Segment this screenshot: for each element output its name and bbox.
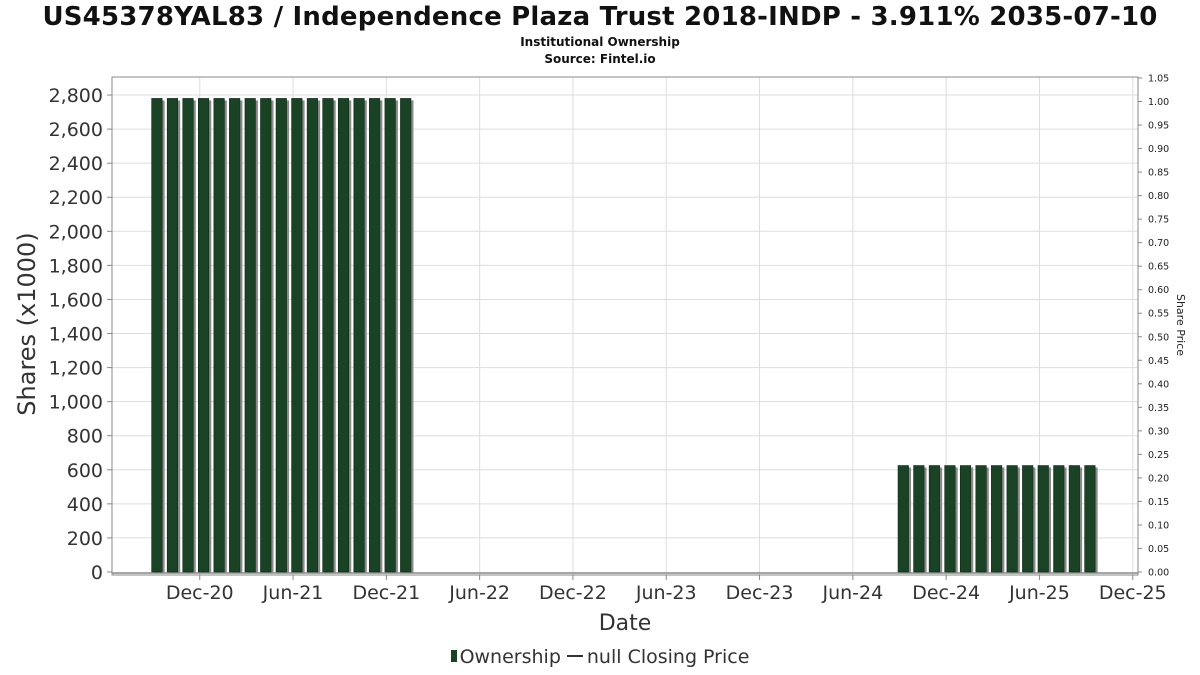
y2-tick-label: 0.00 <box>1148 568 1169 579</box>
ownership-bar <box>182 98 194 573</box>
x-axis-label: Date <box>599 611 652 636</box>
y2-tick-label: 0.70 <box>1148 238 1169 249</box>
ownership-bar <box>166 98 178 573</box>
y2-tick-label: 0.45 <box>1148 356 1169 367</box>
x-tick-label: Dec-25 <box>1099 582 1167 604</box>
ownership-bar <box>1053 465 1065 573</box>
x-tick-label: Jun-25 <box>1008 582 1070 604</box>
ownership-bar <box>1006 465 1018 573</box>
y2-tick-label: 0.05 <box>1148 544 1169 555</box>
y2-tick-label: 0.85 <box>1148 168 1169 179</box>
ownership-bar <box>913 465 925 573</box>
ownership-bar <box>306 98 318 573</box>
y2-tick-label: 0.10 <box>1148 520 1169 531</box>
ownership-bar <box>353 98 365 573</box>
ownership-bar <box>213 98 225 573</box>
x-tick-label: Dec-22 <box>539 582 607 604</box>
y2-tick-label: 0.90 <box>1148 144 1169 155</box>
y-tick-label: 1,000 <box>49 392 103 414</box>
y2-tick-label: 0.65 <box>1148 262 1169 273</box>
x-tick-label: Jun-24 <box>821 582 883 604</box>
ownership-bar <box>400 98 412 573</box>
ownership-bar <box>198 98 210 573</box>
y2-tick-label: 0.20 <box>1148 473 1169 484</box>
closing-price-legend-label: null Closing Price <box>586 646 750 668</box>
ownership-bar <box>975 465 987 573</box>
ownership-bar <box>151 98 163 573</box>
y-tick-label: 2,800 <box>49 85 103 107</box>
y-tick-label: 2,600 <box>49 119 103 141</box>
ownership-bar <box>1084 465 1096 573</box>
labels-layer: Date Shares (x1000) Share Price 0 200 400 6… <box>13 74 1187 637</box>
y-tick-label: 1,600 <box>49 289 103 311</box>
ownership-legend-swatch <box>450 650 457 662</box>
y2-axis-label: Share Price <box>1174 294 1187 356</box>
x-tick-label: Jun-23 <box>635 582 697 604</box>
ownership-bar <box>384 98 396 573</box>
ownership-bar <box>959 465 972 573</box>
axes-layer <box>111 76 1139 576</box>
y-tick-label: 2,000 <box>49 221 103 243</box>
ownership-bar <box>275 98 287 573</box>
x-tick-label: Dec-20 <box>166 582 234 604</box>
y-tick-label: 1,400 <box>49 324 103 346</box>
y2-tick-label: 0.35 <box>1148 403 1169 414</box>
y-tick-label: 2,200 <box>49 187 103 209</box>
chart-source: Source: Fintel.io <box>544 52 656 66</box>
y-tick-label: 800 <box>67 426 103 448</box>
x-tick-label: Jun-22 <box>448 582 510 604</box>
ownership-bar <box>1037 465 1049 573</box>
chart-title: US45378YAL83 / Independence Plaza Trust … <box>42 2 1158 32</box>
y2-tick-label: 0.80 <box>1148 191 1169 202</box>
y-tick-label: 400 <box>67 494 103 516</box>
y2-tick-label: 0.60 <box>1148 285 1169 296</box>
chart-subtitle: Institutional Ownership <box>520 35 680 49</box>
ownership-bar <box>322 98 334 573</box>
plot-frame <box>111 76 1139 576</box>
y2-tick-label: 0.25 <box>1148 450 1169 461</box>
ownership-bar <box>369 98 381 573</box>
x-tick-label: Dec-23 <box>726 582 794 604</box>
ownership-bar <box>291 98 303 573</box>
ownership-bar <box>897 465 909 573</box>
y2-tick-label: 0.75 <box>1148 215 1169 226</box>
legend: Ownership null Closing Price <box>0 646 1200 668</box>
y2-tick-label: 0.95 <box>1148 121 1169 132</box>
ownership-bar <box>337 98 350 573</box>
bars-layer <box>151 98 1098 573</box>
ownership-bar <box>260 98 272 573</box>
y-axis-label: Shares (x1000) <box>13 232 41 415</box>
ownership-bar <box>944 465 956 573</box>
y2-tick-label: 0.40 <box>1148 379 1169 390</box>
y2-tick-label: 1.05 <box>1148 74 1169 85</box>
y2-tick-label: 0.50 <box>1148 332 1169 343</box>
ownership-bar <box>991 465 1003 573</box>
y-tick-label: 200 <box>67 528 103 550</box>
ownership-bar <box>1068 465 1080 573</box>
ownership-bar <box>1022 465 1034 573</box>
x-tick-label: Dec-21 <box>352 582 420 604</box>
ownership-bar <box>244 98 256 573</box>
y2-tick-label: 1.00 <box>1148 97 1169 108</box>
y-tick-label: 1,200 <box>49 358 103 380</box>
x-tick-label: Dec-24 <box>912 582 980 604</box>
y-tick-label: 1,800 <box>49 255 103 277</box>
y-tick-label: 0 <box>91 562 103 584</box>
ownership-bar <box>229 98 241 573</box>
y-tick-label: 2,400 <box>49 153 103 175</box>
y-tick-label: 600 <box>67 460 103 482</box>
ownership-legend-label: Ownership <box>459 646 561 668</box>
closing-price-legend-swatch <box>566 655 583 657</box>
y2-tick-label: 0.15 <box>1148 497 1169 508</box>
ownership-bar <box>928 465 940 573</box>
y2-tick-label: 0.30 <box>1148 426 1169 437</box>
y2-tick-label: 0.55 <box>1148 309 1169 320</box>
x-tick-label: Jun-21 <box>262 582 324 604</box>
